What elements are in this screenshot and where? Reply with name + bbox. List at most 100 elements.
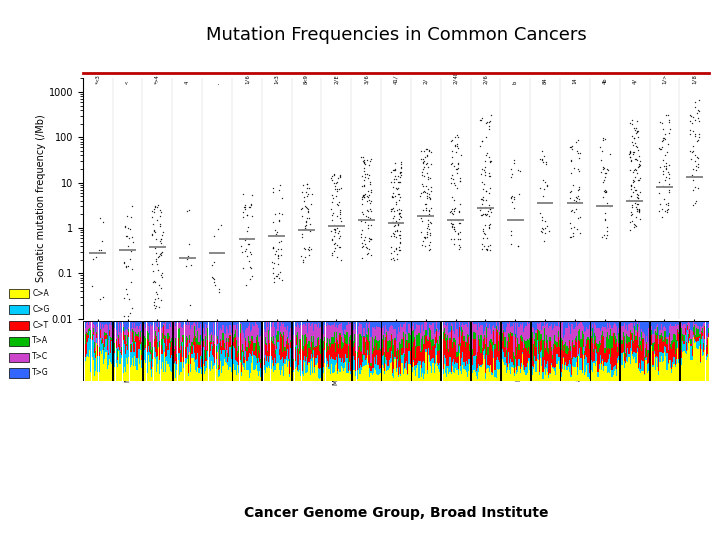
Bar <box>461 374 462 381</box>
Bar <box>125 330 126 335</box>
Bar <box>603 337 604 366</box>
Bar <box>606 363 607 366</box>
Bar <box>276 346 277 349</box>
Point <box>151 289 163 298</box>
Bar <box>286 343 287 356</box>
Bar <box>234 325 235 334</box>
Bar <box>452 361 453 366</box>
Bar <box>621 327 623 340</box>
Bar <box>524 344 526 370</box>
Bar <box>199 321 201 323</box>
Bar <box>253 326 255 343</box>
Point <box>631 168 643 177</box>
Bar <box>547 361 548 372</box>
Bar <box>618 356 619 360</box>
Bar <box>165 338 166 356</box>
Bar <box>330 347 331 359</box>
Point <box>628 219 639 228</box>
Bar <box>650 359 651 381</box>
Bar <box>189 353 190 381</box>
Point <box>564 157 576 166</box>
Bar <box>276 363 277 381</box>
Bar <box>602 326 603 331</box>
Point <box>156 284 167 293</box>
Point <box>662 205 673 213</box>
Bar <box>368 325 369 328</box>
Point <box>242 240 253 249</box>
Point <box>689 132 701 140</box>
Bar <box>102 323 103 338</box>
Point <box>446 220 457 228</box>
Point <box>154 237 166 246</box>
Point <box>298 193 310 201</box>
Bar <box>577 326 578 356</box>
Bar <box>158 347 159 381</box>
Bar <box>508 353 509 364</box>
Bar <box>372 321 373 327</box>
Bar <box>689 323 690 329</box>
Bar <box>382 321 410 381</box>
Bar <box>609 349 610 354</box>
Point <box>332 174 343 183</box>
Bar <box>238 365 240 373</box>
Bar <box>86 333 87 354</box>
Bar <box>636 348 638 352</box>
Bar <box>582 347 584 355</box>
Point <box>86 281 98 290</box>
Point <box>423 206 435 215</box>
Bar <box>472 349 474 355</box>
Bar <box>696 348 698 381</box>
Bar <box>181 327 182 342</box>
Point <box>477 194 488 203</box>
Point <box>626 200 638 209</box>
Bar <box>115 341 117 348</box>
Bar <box>656 333 657 339</box>
Bar <box>327 361 328 364</box>
Bar <box>156 339 157 357</box>
Point <box>685 155 697 164</box>
Bar <box>282 352 283 357</box>
Point <box>417 159 428 167</box>
Bar <box>704 350 706 381</box>
Bar <box>209 357 210 369</box>
Point <box>302 204 313 213</box>
Bar <box>385 338 386 340</box>
Point <box>326 236 338 245</box>
Bar <box>685 342 687 343</box>
Point <box>386 167 397 176</box>
Point <box>325 248 337 257</box>
Bar <box>671 326 672 341</box>
Bar <box>390 321 391 326</box>
Bar <box>89 322 90 328</box>
Bar <box>677 348 678 381</box>
Point <box>395 163 406 172</box>
Point <box>474 206 486 214</box>
Bar <box>467 364 468 377</box>
Bar <box>664 331 665 342</box>
Point <box>147 267 158 275</box>
Point <box>390 192 401 200</box>
Bar <box>190 328 192 346</box>
Bar <box>165 322 166 336</box>
Bar <box>140 337 141 344</box>
Bar <box>164 339 165 343</box>
Bar <box>595 340 596 349</box>
Bar <box>586 357 588 366</box>
Bar <box>297 348 298 369</box>
Bar <box>565 321 567 328</box>
Bar <box>489 341 490 347</box>
Bar <box>531 340 532 355</box>
Bar <box>117 336 118 349</box>
Point <box>627 177 639 186</box>
Point <box>480 151 492 159</box>
Bar <box>255 346 256 356</box>
Point <box>358 176 369 184</box>
Bar <box>507 370 508 381</box>
Bar <box>492 342 493 351</box>
Bar <box>438 369 439 381</box>
Point <box>126 201 138 210</box>
Point <box>393 242 405 251</box>
Point <box>395 213 407 222</box>
Text: T>G: T>G <box>32 368 49 377</box>
Bar <box>661 324 662 333</box>
